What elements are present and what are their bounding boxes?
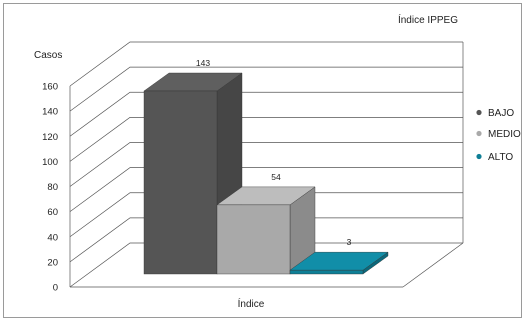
gridline [69, 142, 463, 187]
bar-alto: 3 [289, 237, 389, 275]
bars: 143 54 3 [143, 58, 389, 275]
legend-label: BAJO [488, 108, 514, 119]
legend: BAJO MEDIO ALTO [476, 108, 521, 163]
gridline [69, 91, 463, 137]
gridline [69, 217, 463, 263]
bar-front [289, 269, 364, 275]
legend-label: MEDIO [488, 129, 521, 140]
y-tick-label: 120 [42, 132, 58, 143]
y-tick-label: 20 [47, 257, 58, 268]
gridline [69, 167, 463, 212]
legend-marker [476, 130, 482, 137]
x-axis-label: Índice [238, 297, 265, 310]
data-label: 143 [196, 58, 210, 68]
legend-marker [476, 109, 482, 116]
grid: 0 20 40 60 80 100 120 140 160 [42, 41, 464, 294]
gridline [69, 242, 463, 288]
data-label: 54 [271, 172, 281, 182]
legend-label: ALTO [488, 152, 513, 163]
y-tick-label: 100 [42, 157, 58, 168]
gridline [69, 41, 463, 87]
chart-title: Índice IPPEG [398, 13, 458, 26]
y-tick-label: 80 [47, 182, 58, 193]
data-label: 3 [347, 237, 352, 247]
gridline [69, 192, 463, 238]
y-tick-label: 0 [53, 283, 58, 294]
bar-medio: 54 [216, 172, 316, 275]
y-axis-label: Casos [34, 50, 62, 61]
y-tick-label: 60 [47, 207, 58, 218]
y-tick-label: 40 [47, 232, 58, 243]
y-tick-label: 160 [42, 82, 58, 93]
gridline [69, 66, 463, 112]
legend-item-bajo: BAJO [476, 108, 514, 119]
bar-front [216, 204, 291, 275]
y-tick-label: 140 [42, 107, 58, 118]
gridline [69, 117, 463, 162]
legend-marker [476, 153, 482, 160]
bar-front [143, 90, 218, 275]
legend-item-alto: ALTO [476, 152, 513, 163]
legend-item-medio: MEDIO [476, 129, 521, 140]
floor-side-edge [402, 242, 464, 288]
